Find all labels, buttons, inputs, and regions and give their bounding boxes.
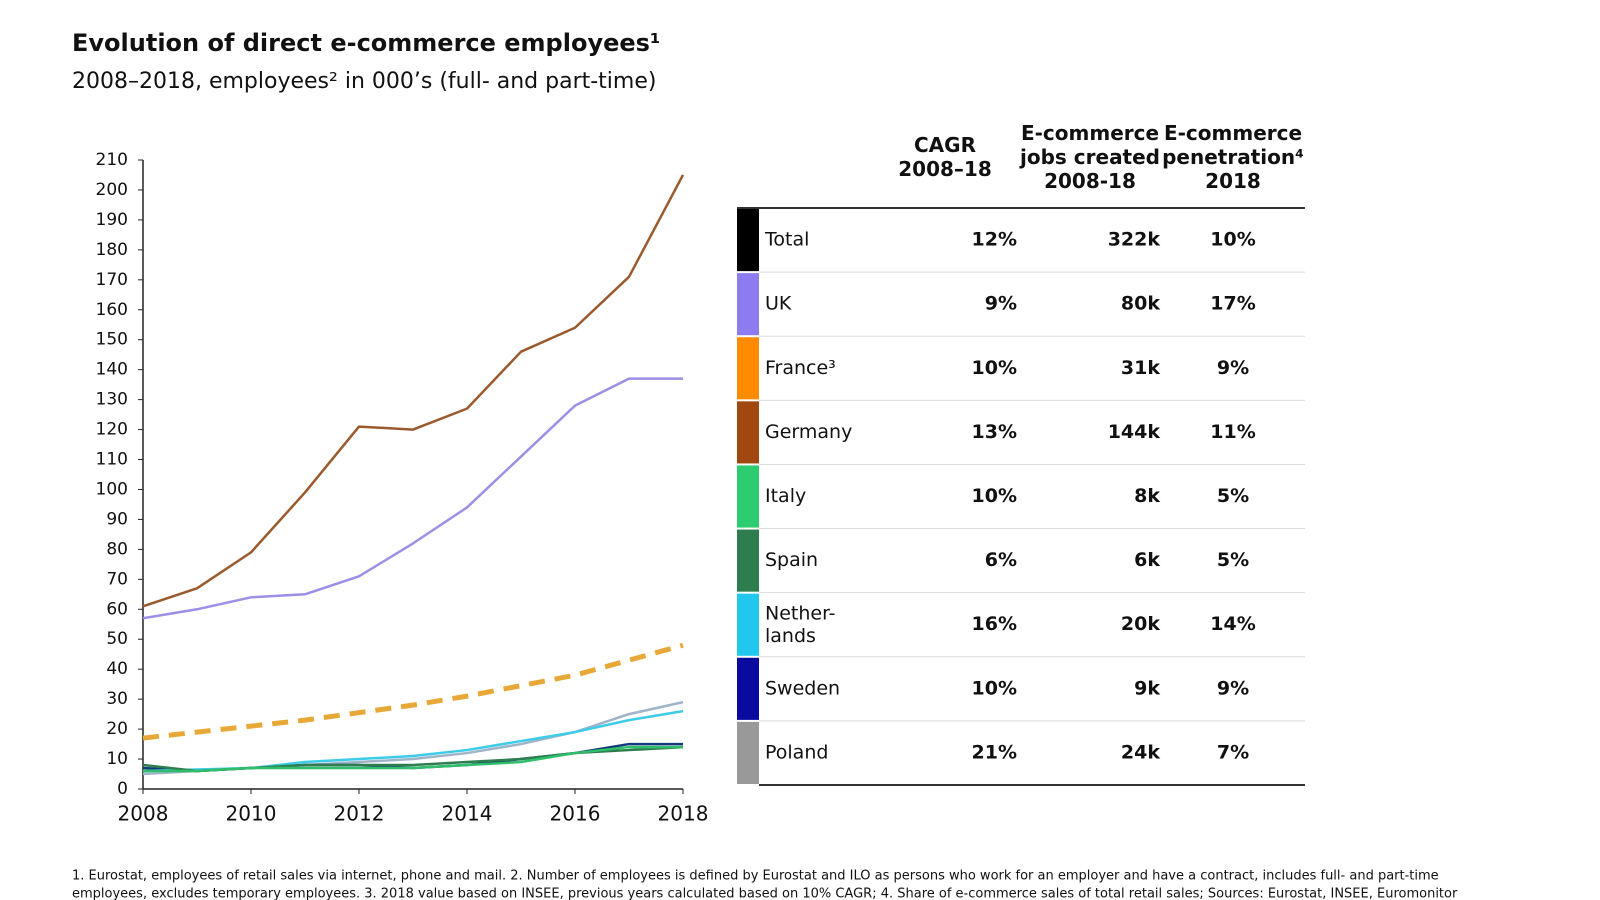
y-tick-label: 160	[96, 300, 128, 320]
y-tick-label: 80	[106, 539, 128, 559]
x-tick-label: 2008	[118, 802, 169, 826]
y-tick-label: 60	[106, 599, 128, 619]
row-name: Total	[764, 229, 809, 251]
penetration: 14%	[1210, 613, 1255, 635]
jobs-created: 24k	[1121, 741, 1160, 763]
y-tick-label: 0	[117, 779, 128, 799]
y-tick-label: 100	[96, 479, 128, 499]
y-tick-label: 200	[96, 180, 128, 200]
color-swatch	[737, 529, 759, 592]
cagr: 10%	[972, 677, 1017, 699]
color-swatch	[737, 721, 759, 784]
penetration: 9%	[1217, 677, 1249, 699]
x-tick-label: 2010	[226, 802, 277, 826]
y-tick-label: 120	[96, 420, 128, 440]
chart-subtitle: 2008–2018, employees² in 000’s (full- an…	[72, 69, 656, 94]
row-name: Spain	[765, 549, 818, 571]
row-name: UK	[765, 293, 792, 315]
penetration: 10%	[1210, 229, 1255, 251]
table-header: CAGR 2008–18	[898, 133, 992, 181]
penetration: 5%	[1217, 485, 1249, 507]
cagr: 9%	[985, 293, 1017, 315]
table-header: E-commerce penetration⁴ 2018	[1162, 121, 1304, 193]
cagr: 12%	[972, 229, 1017, 251]
x-tick-label: 2016	[550, 802, 601, 826]
x-tick-label: 2018	[658, 802, 709, 826]
color-swatch	[737, 657, 759, 720]
cagr: 10%	[972, 357, 1017, 379]
y-tick-label: 10	[106, 749, 128, 769]
y-tick-label: 40	[106, 659, 128, 679]
color-swatch	[737, 401, 759, 464]
x-tick-label: 2012	[334, 802, 385, 826]
jobs-created: 80k	[1121, 293, 1160, 315]
y-tick-label: 30	[106, 689, 128, 709]
penetration: 9%	[1217, 357, 1249, 379]
cagr: 16%	[972, 613, 1017, 635]
y-tick-label: 50	[106, 629, 128, 649]
jobs-created: 9k	[1134, 677, 1160, 699]
penetration: 5%	[1217, 549, 1249, 571]
series-line	[142, 709, 684, 773]
series-line	[142, 377, 683, 620]
series-line	[142, 700, 684, 776]
jobs-created: 6k	[1134, 549, 1160, 571]
y-tick-label: 70	[106, 569, 128, 589]
penetration: 17%	[1210, 293, 1255, 315]
series-line	[142, 174, 685, 608]
jobs-created: 20k	[1121, 613, 1160, 635]
row-name: Poland	[765, 741, 828, 763]
color-swatch	[737, 209, 759, 272]
row-name: Sweden	[765, 677, 840, 699]
jobs-created: 8k	[1134, 485, 1160, 507]
cagr: 13%	[972, 421, 1017, 443]
color-swatch	[737, 465, 759, 528]
color-swatch	[737, 273, 759, 336]
series-line	[143, 745, 683, 773]
y-tick-label: 140	[96, 360, 128, 380]
series-line	[142, 642, 684, 741]
y-tick-label: 210	[96, 150, 128, 170]
y-tick-label: 110	[96, 450, 128, 470]
row-name: Germany	[765, 421, 852, 443]
cagr: 6%	[985, 549, 1017, 571]
penetration: 7%	[1217, 741, 1249, 763]
cagr: 10%	[972, 485, 1017, 507]
color-swatch	[737, 593, 759, 656]
y-tick-label: 180	[96, 240, 128, 260]
jobs-created: 31k	[1121, 357, 1160, 379]
row-name: France³	[765, 357, 836, 379]
footnote: 1. Eurostat, employees of retail sales v…	[72, 869, 1439, 884]
y-tick-label: 150	[96, 330, 128, 350]
x-tick-label: 2014	[442, 802, 493, 826]
cagr: 21%	[972, 741, 1017, 763]
row-name: Nether-lands	[765, 602, 836, 647]
y-tick-label: 20	[106, 719, 128, 739]
jobs-created: 322k	[1108, 229, 1161, 251]
penetration: 11%	[1210, 421, 1255, 443]
y-tick-label: 190	[96, 210, 128, 230]
row-name: Italy	[765, 485, 806, 507]
y-tick-label: 130	[96, 390, 128, 410]
footnote: employees, excludes temporary employees.…	[72, 887, 1458, 900]
jobs-created: 144k	[1108, 421, 1161, 443]
chart-title: Evolution of direct e-commerce employees…	[72, 29, 660, 57]
y-tick-label: 90	[106, 509, 128, 529]
table-header: E-commerce jobs created 2008-18	[1019, 121, 1160, 193]
color-swatch	[737, 337, 759, 400]
y-tick-label: 170	[96, 270, 128, 290]
